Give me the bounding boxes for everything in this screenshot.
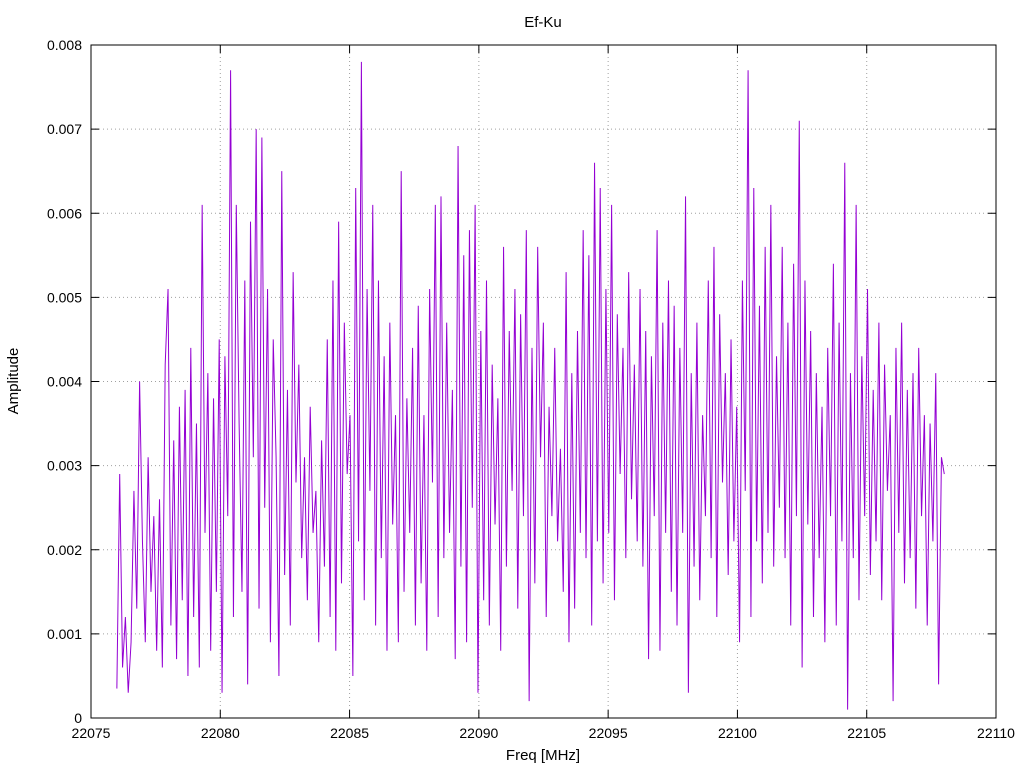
- x-tick-label: 22090: [459, 725, 498, 741]
- y-tick-label: 0.004: [47, 374, 82, 390]
- y-tick-label: 0.008: [47, 37, 82, 53]
- y-tick-label: 0.006: [47, 205, 82, 221]
- x-tick-label: 22085: [330, 725, 369, 741]
- x-tick-labels: 22075 22080 22085 22090 22095 22100 22105 22110: [72, 725, 1016, 741]
- y-tick-label: 0.003: [47, 458, 82, 474]
- y-axis-label: Amplitude: [5, 348, 22, 415]
- x-tick-label: 22075: [72, 725, 111, 741]
- y-tick-label: 0.005: [47, 289, 82, 305]
- chart-title: Ef-Ku: [524, 14, 562, 31]
- x-tick-label: 22080: [201, 725, 240, 741]
- x-tick-label: 22105: [847, 725, 886, 741]
- x-tick-label: 22095: [589, 725, 628, 741]
- x-tick-label: 22110: [977, 725, 1015, 741]
- series-line: [116, 61, 945, 710]
- axis-ticks: [90, 44, 997, 719]
- series-0-line: [116, 61, 945, 710]
- x-tick-label: 22100: [718, 725, 757, 741]
- y-tick-label: 0.007: [47, 121, 82, 137]
- x-axis-label: Freq [MHz]: [506, 747, 580, 764]
- y-tick-label: 0.001: [47, 626, 82, 642]
- y-tick-label: 0.002: [47, 542, 82, 558]
- y-tick-label: 0: [74, 710, 82, 726]
- y-tick-labels: 0 0.001 0.002 0.003 0.004 0.005 0.006 0.007 0.00…: [47, 37, 82, 726]
